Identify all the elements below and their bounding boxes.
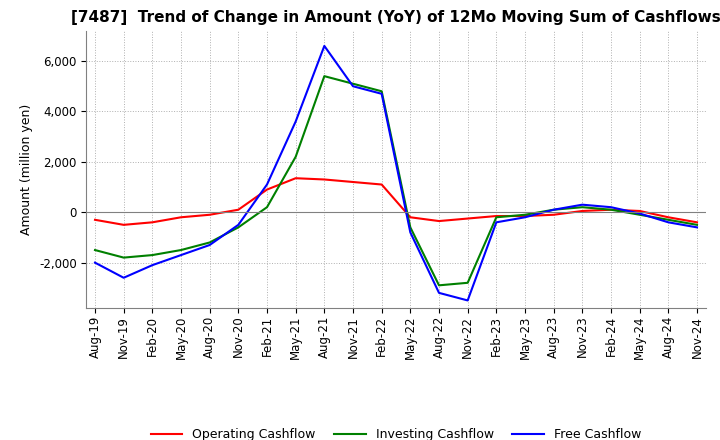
Operating Cashflow [693, 220, 701, 225]
Operating Cashflow [91, 217, 99, 223]
Investing Cashflow [664, 217, 672, 223]
Operating Cashflow [263, 187, 271, 192]
Title: [7487]  Trend of Change in Amount (YoY) of 12Mo Moving Sum of Cashflows: [7487] Trend of Change in Amount (YoY) o… [71, 11, 720, 26]
Operating Cashflow [435, 218, 444, 224]
Free Cashflow [377, 91, 386, 96]
Free Cashflow [435, 290, 444, 296]
Investing Cashflow [464, 280, 472, 286]
Free Cashflow [91, 260, 99, 265]
Operating Cashflow [549, 212, 558, 217]
Operating Cashflow [377, 182, 386, 187]
Free Cashflow [234, 222, 243, 227]
Free Cashflow [693, 225, 701, 230]
Legend: Operating Cashflow, Investing Cashflow, Free Cashflow: Operating Cashflow, Investing Cashflow, … [146, 423, 646, 440]
Operating Cashflow [348, 180, 357, 185]
Investing Cashflow [549, 207, 558, 213]
Free Cashflow [320, 43, 328, 48]
Operating Cashflow [492, 213, 500, 219]
Investing Cashflow [320, 73, 328, 79]
Operating Cashflow [521, 213, 529, 219]
Investing Cashflow [292, 154, 300, 159]
Free Cashflow [521, 215, 529, 220]
Investing Cashflow [234, 225, 243, 230]
Free Cashflow [176, 253, 185, 258]
Operating Cashflow [120, 222, 128, 227]
Operating Cashflow [292, 176, 300, 181]
Line: Free Cashflow: Free Cashflow [95, 46, 697, 301]
Investing Cashflow [91, 247, 99, 253]
Operating Cashflow [205, 212, 214, 217]
Operating Cashflow [635, 208, 644, 213]
Free Cashflow [607, 205, 616, 210]
Free Cashflow [635, 211, 644, 216]
Investing Cashflow [435, 282, 444, 288]
Free Cashflow [664, 220, 672, 225]
Investing Cashflow [607, 207, 616, 213]
Investing Cashflow [521, 212, 529, 217]
Investing Cashflow [348, 81, 357, 86]
Investing Cashflow [263, 205, 271, 210]
Free Cashflow [205, 242, 214, 248]
Operating Cashflow [664, 215, 672, 220]
Operating Cashflow [464, 216, 472, 221]
Free Cashflow [148, 263, 157, 268]
Investing Cashflow [492, 215, 500, 220]
Operating Cashflow [234, 207, 243, 213]
Operating Cashflow [578, 208, 587, 213]
Operating Cashflow [148, 220, 157, 225]
Operating Cashflow [176, 215, 185, 220]
Operating Cashflow [607, 207, 616, 213]
Free Cashflow [464, 298, 472, 303]
Investing Cashflow [148, 253, 157, 258]
Investing Cashflow [176, 247, 185, 253]
Free Cashflow [120, 275, 128, 280]
Free Cashflow [492, 220, 500, 225]
Free Cashflow [406, 230, 415, 235]
Investing Cashflow [693, 222, 701, 227]
Line: Operating Cashflow: Operating Cashflow [95, 178, 697, 225]
Investing Cashflow [578, 205, 587, 210]
Investing Cashflow [406, 225, 415, 230]
Free Cashflow [263, 182, 271, 187]
Investing Cashflow [377, 88, 386, 94]
Free Cashflow [292, 119, 300, 124]
Operating Cashflow [406, 215, 415, 220]
Operating Cashflow [320, 177, 328, 182]
Investing Cashflow [635, 212, 644, 217]
Free Cashflow [348, 84, 357, 89]
Investing Cashflow [120, 255, 128, 260]
Free Cashflow [578, 202, 587, 207]
Investing Cashflow [205, 240, 214, 245]
Y-axis label: Amount (million yen): Amount (million yen) [20, 104, 33, 235]
Free Cashflow [549, 207, 558, 213]
Line: Investing Cashflow: Investing Cashflow [95, 76, 697, 285]
